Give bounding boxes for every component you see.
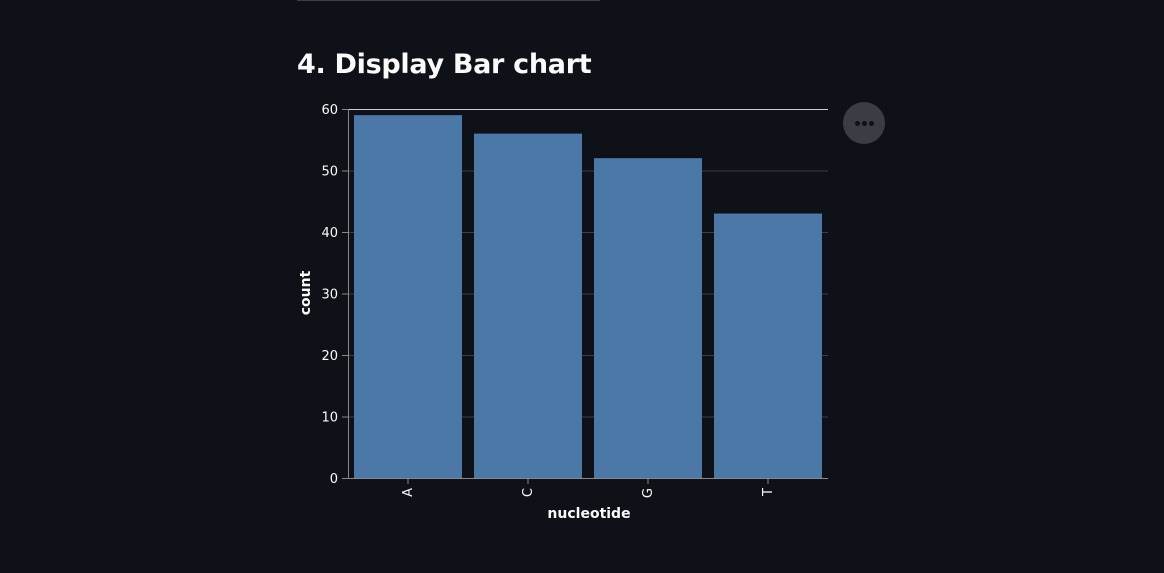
x-tick-label: A [401,488,416,497]
bars [354,115,822,479]
y-tick-label: 0 [330,472,338,487]
bar-C [474,133,582,478]
bar-T [714,213,822,479]
y-axis-title: count [298,270,314,315]
bar-A [354,115,462,479]
y-tick-label: 30 [321,288,338,303]
x-tick-label: C [521,488,536,497]
x-tick-label: G [641,488,656,498]
page-title: 4. Display Bar chart [297,49,592,80]
y-tick-label: 20 [321,349,338,364]
y-tick-label: 60 [321,103,338,118]
more-horizontal-icon [854,120,874,126]
x-tick-label: T [761,488,776,497]
x-axis-title: nucleotide [547,506,630,522]
axes: 0 10 20 30 40 50 60 A C G T [321,103,828,498]
y-tick-label: 10 [321,411,338,426]
chart-menu-button[interactable] [843,102,885,144]
y-tick-label: 50 [321,165,338,180]
section-divider [297,0,600,1]
bar-G [594,158,702,478]
y-tick-label: 40 [321,226,338,241]
